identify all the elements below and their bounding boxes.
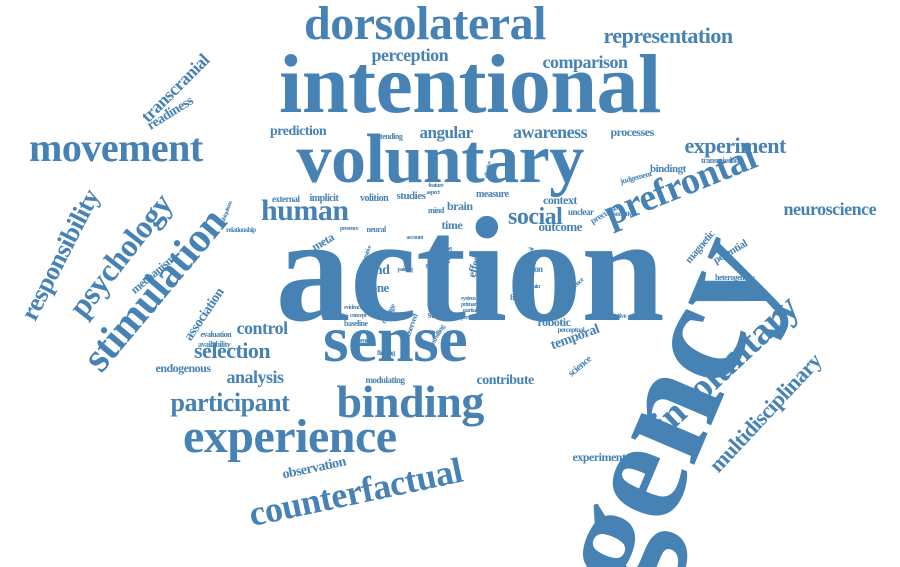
word-study: study xyxy=(427,310,449,321)
word-perception: perception xyxy=(371,45,449,65)
word-primary: primary xyxy=(461,302,479,308)
word-volition: volition xyxy=(360,193,389,204)
word-account: account xyxy=(406,235,424,241)
word-representation: representation xyxy=(603,23,734,48)
word-endogenous: endogenous xyxy=(155,361,212,375)
word-hand: hand xyxy=(361,263,390,278)
word-contribute: contribute xyxy=(476,373,535,388)
word-experiment: experiment xyxy=(684,133,787,158)
word-selection: selection xyxy=(194,338,271,363)
word-voluntary: voluntary xyxy=(296,121,585,198)
word-sense: sense xyxy=(323,303,468,376)
word-experience: experience xyxy=(183,410,397,463)
word-alternative: alternative xyxy=(599,311,627,320)
word-dorsolateral: dorsolateral xyxy=(304,0,546,50)
word-dlpfc: dlpfc xyxy=(428,296,449,307)
word-processes: processes xyxy=(610,125,655,139)
word-comparison: comparison xyxy=(542,52,629,72)
word-studies: studies xyxy=(396,189,426,202)
word-implicit: implicit xyxy=(309,193,339,204)
word-brain: brain xyxy=(447,199,473,213)
word-context: context xyxy=(543,193,577,207)
word-control: control xyxy=(236,318,289,338)
word-outcome: outcome xyxy=(538,218,583,234)
word-finding: finding xyxy=(377,348,395,357)
word-absence: absence xyxy=(353,338,371,344)
word-associative: associative xyxy=(608,209,635,218)
word-availability: availability xyxy=(198,340,231,349)
word-analysis: analysis xyxy=(226,367,285,387)
word-tdcs: tdcs xyxy=(440,245,455,265)
word-group: group xyxy=(425,263,439,269)
word-baseline: baseline xyxy=(344,319,368,328)
word-evaluation: evaluation xyxy=(200,330,232,339)
word-evidence: evidence xyxy=(344,305,363,311)
word-time: time xyxy=(441,218,463,232)
word-measure: measure xyxy=(476,189,509,200)
word-relationship: relationship xyxy=(226,225,256,234)
word-system: system xyxy=(461,296,476,302)
word-person: person xyxy=(519,263,544,274)
word-extending: extending xyxy=(373,132,403,141)
word-participant: participant xyxy=(170,388,290,417)
word-social: social xyxy=(508,204,563,230)
word-unclear: unclear xyxy=(568,206,594,217)
word-tone: tone xyxy=(367,279,389,295)
word-binding: binding xyxy=(336,376,485,427)
word-intentional: intentional xyxy=(279,38,661,131)
word-feature: feature xyxy=(428,183,444,189)
word-pairing: pairing xyxy=(397,267,414,273)
word-presence: presence xyxy=(340,226,359,232)
word-human: human xyxy=(261,194,349,227)
word-modulating: modulating xyxy=(365,374,406,385)
word-angular: angular xyxy=(419,122,474,142)
word-heterogeneity: heterogeneity xyxy=(715,273,755,282)
word-awareness: awareness xyxy=(513,122,588,142)
word-external: external xyxy=(272,193,300,204)
word-ubiquitous: ubiquitous xyxy=(220,200,234,224)
word-partial: partial xyxy=(463,308,477,314)
word-signal: signal xyxy=(551,254,561,260)
word-perceptual: perceptual xyxy=(557,325,585,334)
word-neural: neural xyxy=(366,225,387,234)
word-movement: movement xyxy=(29,125,203,170)
word-neuroscience: neuroscience xyxy=(783,199,877,219)
word-concept: concept xyxy=(350,313,367,319)
word-bindingt: bindingt xyxy=(650,162,686,175)
word-prediction: prediction xyxy=(270,124,327,139)
word-experimental: experimental xyxy=(572,450,635,464)
word-remain: remain xyxy=(524,284,541,290)
word-action: action xyxy=(275,187,665,353)
word-robotic: robotic xyxy=(537,315,571,329)
word-personal: personal xyxy=(461,315,480,321)
word-counterfactual: counterfactual xyxy=(244,449,466,535)
word-frontal: frontal xyxy=(510,293,530,302)
word-aspect: aspect xyxy=(426,190,441,196)
word-mind: mind xyxy=(428,206,444,215)
word-underlying: underlying xyxy=(713,282,760,295)
word-transmission: transmission xyxy=(701,156,739,165)
